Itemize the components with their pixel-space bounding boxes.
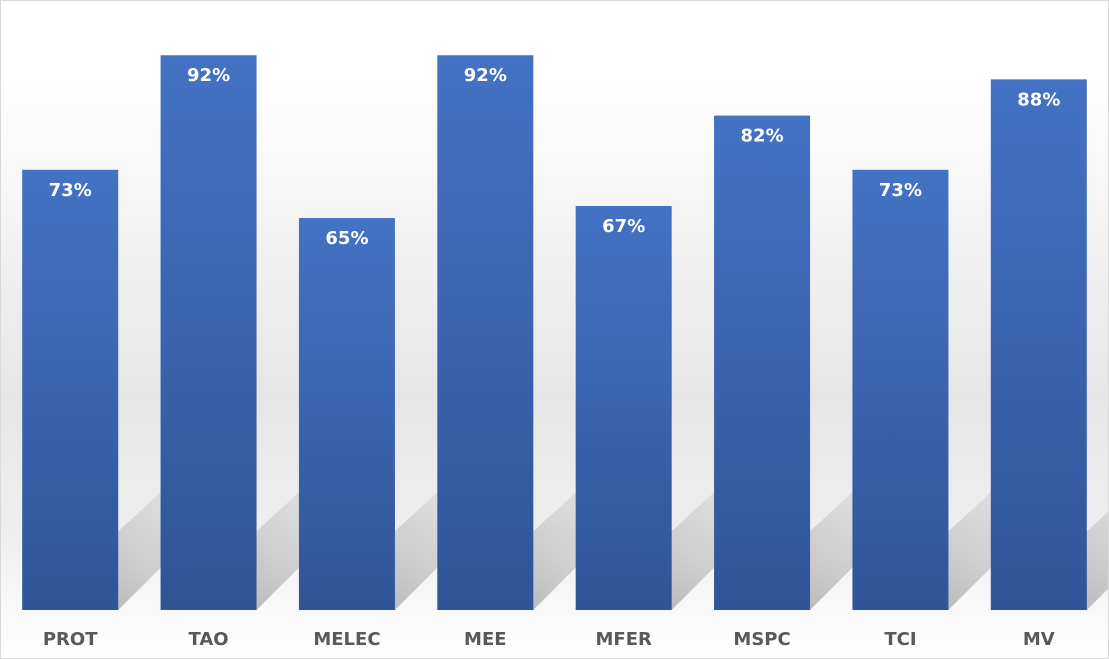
category-label: TCI xyxy=(884,629,916,650)
category-label: TAO xyxy=(189,629,229,650)
value-label: 92% xyxy=(187,65,230,86)
bar-mspc xyxy=(714,115,811,610)
bar-tci xyxy=(852,169,949,610)
category-label: MFER xyxy=(596,629,653,650)
value-label: 92% xyxy=(464,65,507,86)
bar-melec xyxy=(298,218,395,611)
value-label: 73% xyxy=(49,180,92,201)
bar-prot xyxy=(22,169,119,610)
category-label: MV xyxy=(1023,629,1055,650)
value-label: 82% xyxy=(741,126,784,147)
value-label: 65% xyxy=(325,228,368,249)
value-label: 88% xyxy=(1017,89,1060,110)
category-label: MELEC xyxy=(313,629,380,650)
value-labels: 73% 92% 65% 92% 67% 82% 73% 88% xyxy=(49,65,1061,249)
bar-mee xyxy=(437,55,534,611)
category-labels: PROT TAO MELEC MEE MFER MSPC TCI MV xyxy=(43,629,1055,650)
bar-mfer xyxy=(575,205,672,611)
category-label: MSPC xyxy=(733,629,790,650)
value-label: 67% xyxy=(602,216,645,237)
bar-mv xyxy=(990,79,1087,611)
value-label: 73% xyxy=(879,180,922,201)
bars xyxy=(22,55,1087,611)
bar-tao xyxy=(160,55,257,611)
category-label: PROT xyxy=(43,629,98,650)
category-label: MEE xyxy=(464,629,507,650)
